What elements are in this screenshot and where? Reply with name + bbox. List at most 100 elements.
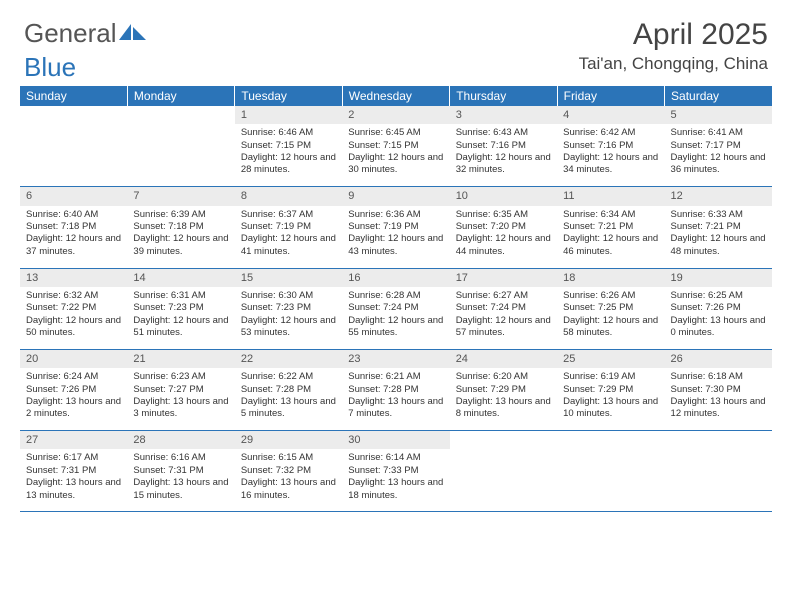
sunset-line: Sunset: 7:27 PM — [133, 384, 228, 396]
sunrise-line: Sunrise: 6:31 AM — [133, 290, 228, 302]
sunrise-line: Sunrise: 6:18 AM — [671, 371, 766, 383]
calendar-day-cell: 28Sunrise: 6:16 AMSunset: 7:31 PMDayligh… — [127, 431, 234, 512]
day-number: 1 — [235, 106, 342, 124]
weekday-header: Wednesday — [342, 86, 449, 106]
day-number: 25 — [557, 350, 664, 368]
sunrise-line: Sunrise: 6:34 AM — [563, 209, 658, 221]
sunset-line: Sunset: 7:29 PM — [563, 384, 658, 396]
calendar-day-cell: . — [665, 431, 772, 512]
sunrise-line: Sunrise: 6:30 AM — [241, 290, 336, 302]
day-body: Sunrise: 6:30 AMSunset: 7:23 PMDaylight:… — [235, 287, 342, 349]
sunrise-line: Sunrise: 6:37 AM — [241, 209, 336, 221]
sunrise-line: Sunrise: 6:28 AM — [348, 290, 443, 302]
day-body: Sunrise: 6:45 AMSunset: 7:15 PMDaylight:… — [342, 124, 449, 186]
calendar-table: SundayMondayTuesdayWednesdayThursdayFrid… — [20, 86, 772, 512]
daylight-line: Daylight: 12 hours and 46 minutes. — [563, 233, 658, 258]
sunrise-line: Sunrise: 6:17 AM — [26, 452, 121, 464]
sunset-line: Sunset: 7:31 PM — [26, 465, 121, 477]
sunset-line: Sunset: 7:30 PM — [671, 384, 766, 396]
daylight-line: Daylight: 13 hours and 7 minutes. — [348, 396, 443, 421]
sunset-line: Sunset: 7:31 PM — [133, 465, 228, 477]
sunrise-line: Sunrise: 6:40 AM — [26, 209, 121, 221]
sunset-line: Sunset: 7:26 PM — [671, 302, 766, 314]
day-number: 26 — [665, 350, 772, 368]
calendar-week-row: 13Sunrise: 6:32 AMSunset: 7:22 PMDayligh… — [20, 268, 772, 349]
month-title: April 2025 — [579, 18, 768, 52]
calendar-day-cell: 20Sunrise: 6:24 AMSunset: 7:26 PMDayligh… — [20, 349, 127, 430]
day-number: 18 — [557, 269, 664, 287]
day-number: 21 — [127, 350, 234, 368]
day-number: 4 — [557, 106, 664, 124]
calendar-day-cell: 17Sunrise: 6:27 AMSunset: 7:24 PMDayligh… — [450, 268, 557, 349]
day-body: Sunrise: 6:28 AMSunset: 7:24 PMDaylight:… — [342, 287, 449, 349]
day-number: 9 — [342, 187, 449, 205]
daylight-line: Daylight: 12 hours and 44 minutes. — [456, 233, 551, 258]
calendar-day-cell: 3Sunrise: 6:43 AMSunset: 7:16 PMDaylight… — [450, 106, 557, 187]
sunset-line: Sunset: 7:32 PM — [241, 465, 336, 477]
sunrise-line: Sunrise: 6:42 AM — [563, 127, 658, 139]
daylight-line: Daylight: 13 hours and 12 minutes. — [671, 396, 766, 421]
day-body: Sunrise: 6:26 AMSunset: 7:25 PMDaylight:… — [557, 287, 664, 349]
day-body: Sunrise: 6:24 AMSunset: 7:26 PMDaylight:… — [20, 368, 127, 430]
daylight-line: Daylight: 12 hours and 50 minutes. — [26, 315, 121, 340]
calendar-day-cell: 2Sunrise: 6:45 AMSunset: 7:15 PMDaylight… — [342, 106, 449, 187]
sunrise-line: Sunrise: 6:46 AM — [241, 127, 336, 139]
calendar-day-cell: 24Sunrise: 6:20 AMSunset: 7:29 PMDayligh… — [450, 349, 557, 430]
daylight-line: Daylight: 12 hours and 55 minutes. — [348, 315, 443, 340]
sunset-line: Sunset: 7:28 PM — [241, 384, 336, 396]
calendar-day-cell: 6Sunrise: 6:40 AMSunset: 7:18 PMDaylight… — [20, 187, 127, 268]
daylight-line: Daylight: 12 hours and 36 minutes. — [671, 152, 766, 177]
calendar-day-cell: 13Sunrise: 6:32 AMSunset: 7:22 PMDayligh… — [20, 268, 127, 349]
calendar-day-cell: 8Sunrise: 6:37 AMSunset: 7:19 PMDaylight… — [235, 187, 342, 268]
calendar-day-cell: 27Sunrise: 6:17 AMSunset: 7:31 PMDayligh… — [20, 431, 127, 512]
calendar-day-cell: 30Sunrise: 6:14 AMSunset: 7:33 PMDayligh… — [342, 431, 449, 512]
day-body: Sunrise: 6:21 AMSunset: 7:28 PMDaylight:… — [342, 368, 449, 430]
calendar-day-cell: 18Sunrise: 6:26 AMSunset: 7:25 PMDayligh… — [557, 268, 664, 349]
day-number: 19 — [665, 269, 772, 287]
calendar-day-cell: 21Sunrise: 6:23 AMSunset: 7:27 PMDayligh… — [127, 349, 234, 430]
daylight-line: Daylight: 12 hours and 58 minutes. — [563, 315, 658, 340]
daylight-line: Daylight: 12 hours and 28 minutes. — [241, 152, 336, 177]
day-number: 23 — [342, 350, 449, 368]
calendar-day-cell: 29Sunrise: 6:15 AMSunset: 7:32 PMDayligh… — [235, 431, 342, 512]
sunrise-line: Sunrise: 6:35 AM — [456, 209, 551, 221]
day-body: Sunrise: 6:39 AMSunset: 7:18 PMDaylight:… — [127, 206, 234, 268]
calendar-day-cell: 7Sunrise: 6:39 AMSunset: 7:18 PMDaylight… — [127, 187, 234, 268]
weekday-header: Saturday — [665, 86, 772, 106]
day-number: 6 — [20, 187, 127, 205]
calendar-week-row: 20Sunrise: 6:24 AMSunset: 7:26 PMDayligh… — [20, 349, 772, 430]
daylight-line: Daylight: 12 hours and 48 minutes. — [671, 233, 766, 258]
sunset-line: Sunset: 7:19 PM — [241, 221, 336, 233]
sunset-line: Sunset: 7:18 PM — [133, 221, 228, 233]
logo-text-2: Blue — [24, 52, 76, 83]
day-body: Sunrise: 6:32 AMSunset: 7:22 PMDaylight:… — [20, 287, 127, 349]
day-body: Sunrise: 6:36 AMSunset: 7:19 PMDaylight:… — [342, 206, 449, 268]
day-number: 10 — [450, 187, 557, 205]
daylight-line: Daylight: 12 hours and 53 minutes. — [241, 315, 336, 340]
calendar-day-cell: 19Sunrise: 6:25 AMSunset: 7:26 PMDayligh… — [665, 268, 772, 349]
sunset-line: Sunset: 7:16 PM — [456, 140, 551, 152]
sunset-line: Sunset: 7:23 PM — [133, 302, 228, 314]
daylight-line: Daylight: 13 hours and 0 minutes. — [671, 315, 766, 340]
daylight-line: Daylight: 13 hours and 5 minutes. — [241, 396, 336, 421]
location-subtitle: Tai'an, Chongqing, China — [579, 54, 768, 74]
sunrise-line: Sunrise: 6:36 AM — [348, 209, 443, 221]
day-number: 3 — [450, 106, 557, 124]
day-body: Sunrise: 6:37 AMSunset: 7:19 PMDaylight:… — [235, 206, 342, 268]
sunrise-line: Sunrise: 6:15 AM — [241, 452, 336, 464]
day-body: Sunrise: 6:19 AMSunset: 7:29 PMDaylight:… — [557, 368, 664, 430]
day-number: 29 — [235, 431, 342, 449]
daylight-line: Daylight: 12 hours and 39 minutes. — [133, 233, 228, 258]
day-number: 22 — [235, 350, 342, 368]
calendar-day-cell: . — [450, 431, 557, 512]
sunrise-line: Sunrise: 6:32 AM — [26, 290, 121, 302]
sunrise-line: Sunrise: 6:43 AM — [456, 127, 551, 139]
day-body: Sunrise: 6:33 AMSunset: 7:21 PMDaylight:… — [665, 206, 772, 268]
daylight-line: Daylight: 13 hours and 8 minutes. — [456, 396, 551, 421]
sunrise-line: Sunrise: 6:45 AM — [348, 127, 443, 139]
sunrise-line: Sunrise: 6:26 AM — [563, 290, 658, 302]
day-number: 2 — [342, 106, 449, 124]
sunset-line: Sunset: 7:24 PM — [456, 302, 551, 314]
sunset-line: Sunset: 7:21 PM — [563, 221, 658, 233]
day-body: Sunrise: 6:40 AMSunset: 7:18 PMDaylight:… — [20, 206, 127, 268]
